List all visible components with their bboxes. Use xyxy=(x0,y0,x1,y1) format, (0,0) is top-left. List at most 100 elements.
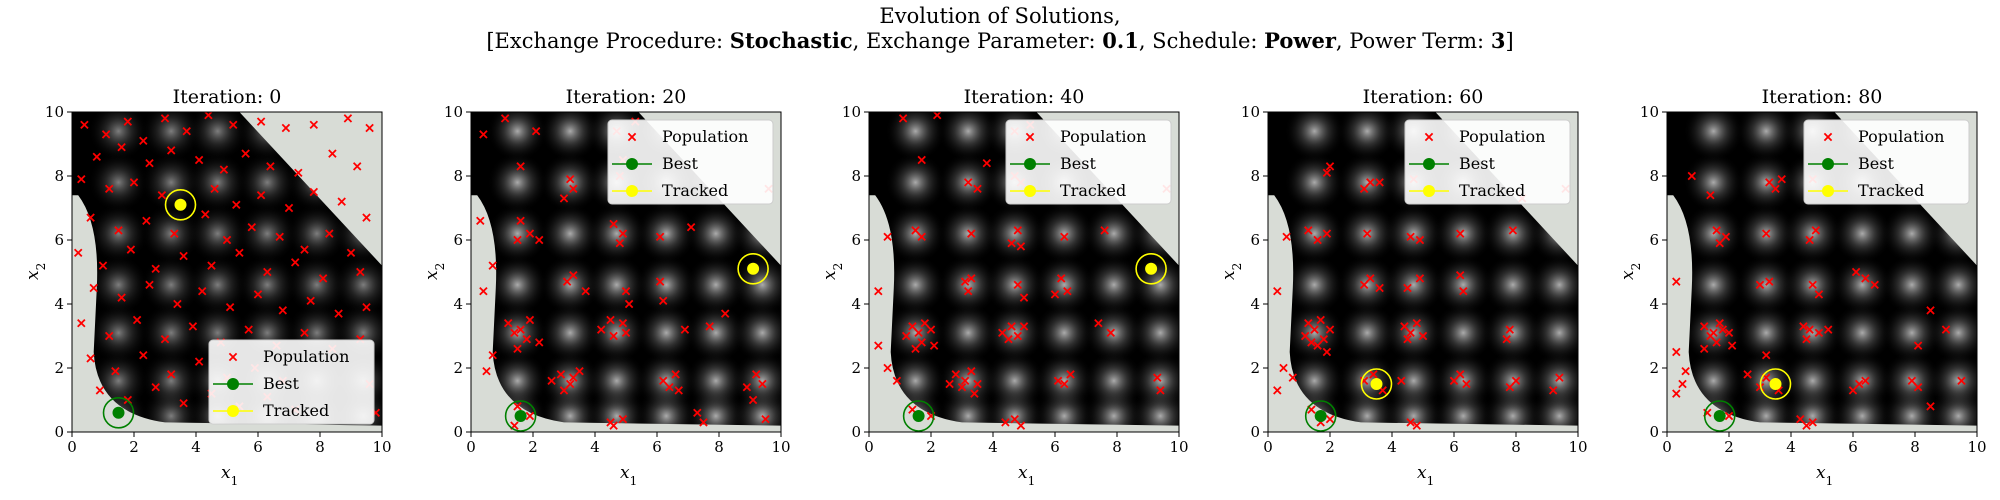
figure-title-line1: Evolution of Solutions, xyxy=(879,4,1121,28)
population-point xyxy=(1010,414,1019,424)
panel-title: Iteration: 80 xyxy=(1762,86,1883,108)
basin-blob xyxy=(732,302,781,363)
y-axis-label: x2 xyxy=(1618,263,1643,280)
x-tick-label: 0 xyxy=(1263,438,1273,456)
population-point xyxy=(1926,402,1935,411)
population-point xyxy=(1094,318,1103,328)
population-point xyxy=(967,366,976,376)
population-point xyxy=(1455,270,1465,280)
population-point xyxy=(1555,373,1564,382)
x-tick-label: 6 xyxy=(1449,438,1459,456)
population-point xyxy=(129,178,139,187)
population-point xyxy=(479,130,488,139)
x-tick-label: 0 xyxy=(466,438,476,456)
basin-blob xyxy=(540,203,601,264)
population-point xyxy=(479,286,488,296)
population-point xyxy=(1712,226,1721,235)
basin-blob xyxy=(540,302,601,363)
chart-panel-2: 0 2 4 6 8 10 0 2 4 6 8 10 x1 x2 Iteration: 40 Populatio… xyxy=(820,86,1189,488)
population-point xyxy=(145,280,154,290)
legend-label: Population xyxy=(263,347,349,366)
legend-population-marker xyxy=(627,132,637,142)
population-point xyxy=(1548,386,1558,395)
x-tick-label: 6 xyxy=(1848,438,1858,456)
legend-label: Best xyxy=(1858,154,1894,173)
population-point xyxy=(1359,184,1369,194)
population-point xyxy=(244,325,253,334)
population-point xyxy=(104,184,114,194)
legend: Population Best Tracked xyxy=(607,119,774,205)
population-point xyxy=(932,112,942,120)
population-point xyxy=(253,290,263,299)
population-point xyxy=(275,232,284,242)
x-axis-label: x1 xyxy=(221,463,238,488)
population-point xyxy=(1019,322,1029,331)
population-point xyxy=(665,382,674,392)
basin-blob xyxy=(88,302,149,363)
population-point xyxy=(1511,376,1521,386)
population-point xyxy=(547,376,556,386)
population-point xyxy=(680,325,690,334)
basin-blob xyxy=(685,350,746,411)
population-point xyxy=(901,331,911,341)
population-point xyxy=(204,112,213,120)
population-point xyxy=(513,235,522,245)
panel-title: Iteration: 60 xyxy=(1363,86,1484,108)
population-point xyxy=(516,325,525,334)
y-tick-label: 8 xyxy=(1250,167,1260,185)
population-point xyxy=(179,398,188,408)
population-point xyxy=(160,114,170,123)
population-point xyxy=(963,178,973,187)
population-point xyxy=(1362,229,1372,238)
population-point xyxy=(256,117,266,126)
population-point xyxy=(609,331,618,341)
population-point xyxy=(188,322,198,331)
y-tick-label: 2 xyxy=(54,359,64,377)
basin-blob xyxy=(1683,152,1744,213)
basin-blob xyxy=(1083,350,1144,411)
population-point xyxy=(1861,376,1870,386)
population-point xyxy=(963,286,973,296)
population-point xyxy=(266,162,275,171)
population-point xyxy=(1004,334,1013,344)
y-tick-label: 8 xyxy=(1649,167,1659,185)
population-point xyxy=(1325,162,1335,171)
population-point xyxy=(500,114,510,123)
basin-blob xyxy=(1284,302,1345,363)
basin-blob xyxy=(1881,254,1942,315)
population-point xyxy=(1861,274,1870,283)
y-tick-label: 0 xyxy=(851,423,861,441)
population-point xyxy=(1412,318,1422,328)
basin-blob xyxy=(1482,350,1543,411)
population-point xyxy=(569,184,578,194)
basin-blob xyxy=(1284,254,1345,315)
x-axis-label: x1 xyxy=(620,463,637,488)
population-point xyxy=(615,238,625,248)
population-point xyxy=(1007,238,1016,248)
population-point xyxy=(1727,341,1737,350)
basin-blob xyxy=(141,152,202,213)
basin-blob xyxy=(1383,254,1444,315)
tracked-ring xyxy=(1360,368,1393,400)
infeasible-region-lower xyxy=(869,195,1179,432)
basin-blob xyxy=(1928,254,1977,315)
population-point xyxy=(1325,414,1335,424)
legend-label: Best xyxy=(662,154,698,173)
population-point xyxy=(1050,290,1060,299)
population-point xyxy=(294,168,303,178)
chart-panel-4: 0 2 4 6 8 10 0 2 4 6 8 10 x1 x2 Iteration: 80 Populatio… xyxy=(1618,86,1987,488)
population-point xyxy=(1913,341,1923,350)
population-point xyxy=(917,232,926,242)
legend: Population Best Tracked xyxy=(1005,119,1172,205)
legend-tracked-marker xyxy=(1423,185,1435,197)
best-point xyxy=(1713,410,1726,422)
legend-tracked-marker xyxy=(1024,185,1036,197)
population-point xyxy=(281,123,291,133)
population-point xyxy=(513,402,522,411)
population-point xyxy=(1761,229,1771,238)
infeasible-region-lower xyxy=(72,195,382,432)
population-point xyxy=(1796,414,1805,424)
population-point xyxy=(998,328,1007,338)
population-point xyxy=(194,357,204,366)
population-point xyxy=(581,286,590,296)
